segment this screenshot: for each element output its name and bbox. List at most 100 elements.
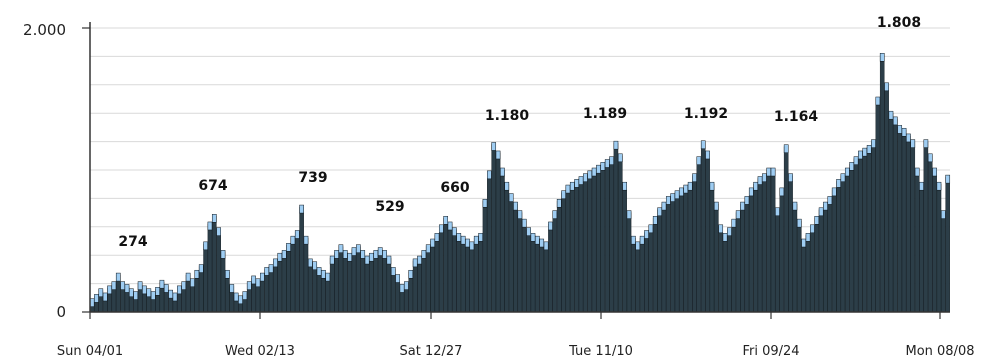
- bar: [657, 209, 662, 313]
- bar: [273, 260, 278, 313]
- bar: [517, 212, 523, 313]
- bar-top: [696, 156, 702, 165]
- bar-top: [740, 201, 745, 211]
- bar-top: [875, 96, 881, 106]
- bar-top: [281, 250, 287, 259]
- bar-top: [120, 281, 125, 290]
- bar-top: [329, 255, 335, 265]
- bar-top: [303, 235, 309, 245]
- bar-top: [181, 281, 187, 290]
- bar: [203, 243, 208, 313]
- data-label: 274: [118, 234, 147, 250]
- bar: [661, 203, 667, 313]
- bar: [294, 232, 300, 313]
- bar-top: [622, 181, 627, 191]
- bar: [351, 249, 357, 313]
- bar-top: [482, 198, 488, 208]
- bar-top: [290, 235, 296, 245]
- bar-top: [866, 145, 872, 154]
- bar: [456, 235, 462, 313]
- bar-top: [919, 181, 924, 191]
- bar: [268, 266, 274, 313]
- bar-top: [364, 255, 370, 265]
- bar-top: [107, 285, 112, 295]
- bar-top: [762, 173, 767, 182]
- bar-top: [574, 179, 579, 188]
- bar-top: [910, 139, 916, 148]
- bar: [539, 240, 544, 313]
- bar: [788, 175, 793, 313]
- bar: [666, 198, 671, 313]
- bar: [508, 195, 514, 313]
- bar: [277, 254, 283, 313]
- bar: [495, 152, 501, 313]
- bar: [548, 223, 553, 313]
- x-tick-marks: [82, 27, 941, 319]
- bar-top: [517, 210, 523, 219]
- bar: [425, 246, 431, 313]
- bar-top: [137, 281, 143, 290]
- bar-top: [521, 218, 527, 228]
- bar-top: [840, 173, 846, 182]
- bar-top: [225, 269, 230, 279]
- bar: [731, 220, 737, 313]
- bar: [556, 201, 562, 313]
- bar-top: [308, 258, 313, 268]
- data-labels: 274 674 739 529 660 1.180 1.189 1.192 1.…: [118, 15, 921, 250]
- bar: [810, 226, 815, 313]
- bar: [631, 237, 636, 313]
- bar: [198, 266, 204, 313]
- bar-top: [229, 284, 235, 293]
- bar: [443, 218, 448, 313]
- bar-series: [89, 53, 951, 313]
- bar-top: [665, 196, 671, 205]
- bar-top: [783, 144, 789, 153]
- bar: [609, 158, 614, 313]
- bar-top: [325, 272, 331, 282]
- bar: [356, 246, 361, 313]
- bar: [303, 237, 309, 313]
- data-label: 1.189: [583, 106, 627, 122]
- bar: [766, 169, 772, 313]
- bar-top: [748, 187, 754, 197]
- bar-top: [591, 167, 597, 177]
- bar-top: [941, 210, 946, 219]
- bar-top: [744, 196, 750, 205]
- bar: [831, 189, 837, 313]
- bar: [792, 203, 798, 313]
- bar-top: [884, 82, 889, 92]
- bar: [644, 232, 649, 313]
- bar-top: [194, 269, 200, 279]
- bar: [858, 152, 863, 313]
- bar-top: [168, 289, 173, 299]
- bar-top: [342, 250, 348, 259]
- bar-top: [862, 147, 868, 157]
- bar: [382, 252, 387, 313]
- bar-top: [469, 241, 475, 251]
- bar-top: [927, 153, 933, 163]
- bar: [316, 269, 322, 313]
- bar: [714, 203, 719, 313]
- bar-top: [203, 241, 208, 251]
- bar-top: [879, 53, 885, 62]
- data-label: 739: [298, 170, 327, 186]
- bar-top: [945, 174, 951, 184]
- bar: [910, 141, 916, 313]
- bar-top: [386, 255, 392, 265]
- bar-top: [338, 244, 344, 253]
- bar: [561, 192, 566, 313]
- bar: [347, 254, 352, 313]
- bar-top: [932, 167, 937, 177]
- bar-top: [779, 187, 785, 197]
- bar: [412, 260, 418, 313]
- bar: [334, 252, 339, 313]
- bar-top: [844, 167, 850, 177]
- bar-top: [700, 140, 706, 149]
- bar: [709, 183, 715, 313]
- bar: [491, 144, 496, 313]
- bar: [722, 235, 728, 313]
- bar: [591, 169, 597, 313]
- bar-top: [888, 110, 894, 120]
- bar: [770, 169, 776, 313]
- bar-top: [159, 279, 165, 289]
